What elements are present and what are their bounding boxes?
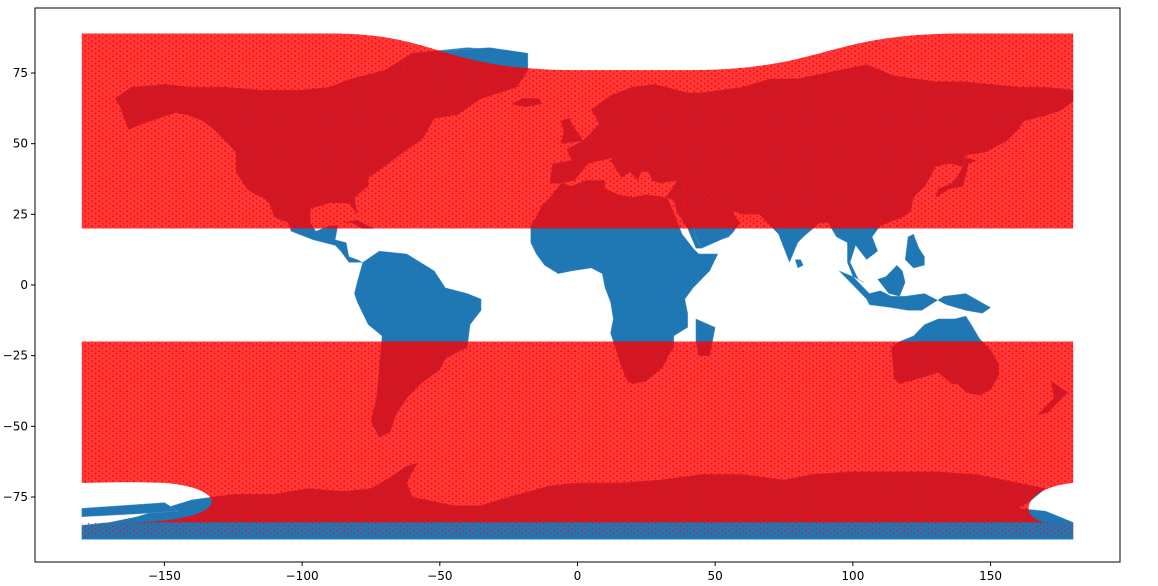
y-axis: 75 50 25 0 −25 −50 −75 bbox=[3, 66, 35, 504]
borneo-land bbox=[877, 264, 906, 297]
x-tick-label: 100 bbox=[841, 569, 864, 583]
x-tick-label: −150 bbox=[148, 569, 181, 583]
x-tick-label: 0 bbox=[574, 569, 582, 583]
x-axis: −150 −100 −50 0 50 100 150 bbox=[148, 562, 1002, 583]
y-tick-label: 75 bbox=[13, 66, 28, 80]
y-tick-label: −75 bbox=[3, 490, 28, 504]
y-tick-label: −50 bbox=[3, 419, 28, 433]
ross-ice-shelf-land bbox=[81, 502, 179, 518]
south-point-band-dense bbox=[81, 341, 1074, 523]
x-tick-label: 50 bbox=[708, 569, 723, 583]
map-plot-area bbox=[81, 33, 1074, 540]
y-tick-label: 50 bbox=[13, 137, 28, 151]
x-tick-label: −100 bbox=[286, 569, 319, 583]
x-tick-label: −50 bbox=[427, 569, 452, 583]
sri-lanka-land bbox=[794, 259, 804, 269]
points-layer bbox=[81, 33, 1074, 537]
y-tick-label: 25 bbox=[13, 207, 28, 221]
indonesia-land bbox=[838, 270, 991, 314]
south-pole-point-strip bbox=[81, 522, 1074, 537]
y-tick-label: −25 bbox=[3, 349, 28, 363]
north-point-band-dense bbox=[81, 33, 1074, 229]
philippines-land bbox=[904, 233, 925, 269]
x-tick-label: 150 bbox=[979, 569, 1002, 583]
y-tick-label: 0 bbox=[20, 278, 28, 292]
